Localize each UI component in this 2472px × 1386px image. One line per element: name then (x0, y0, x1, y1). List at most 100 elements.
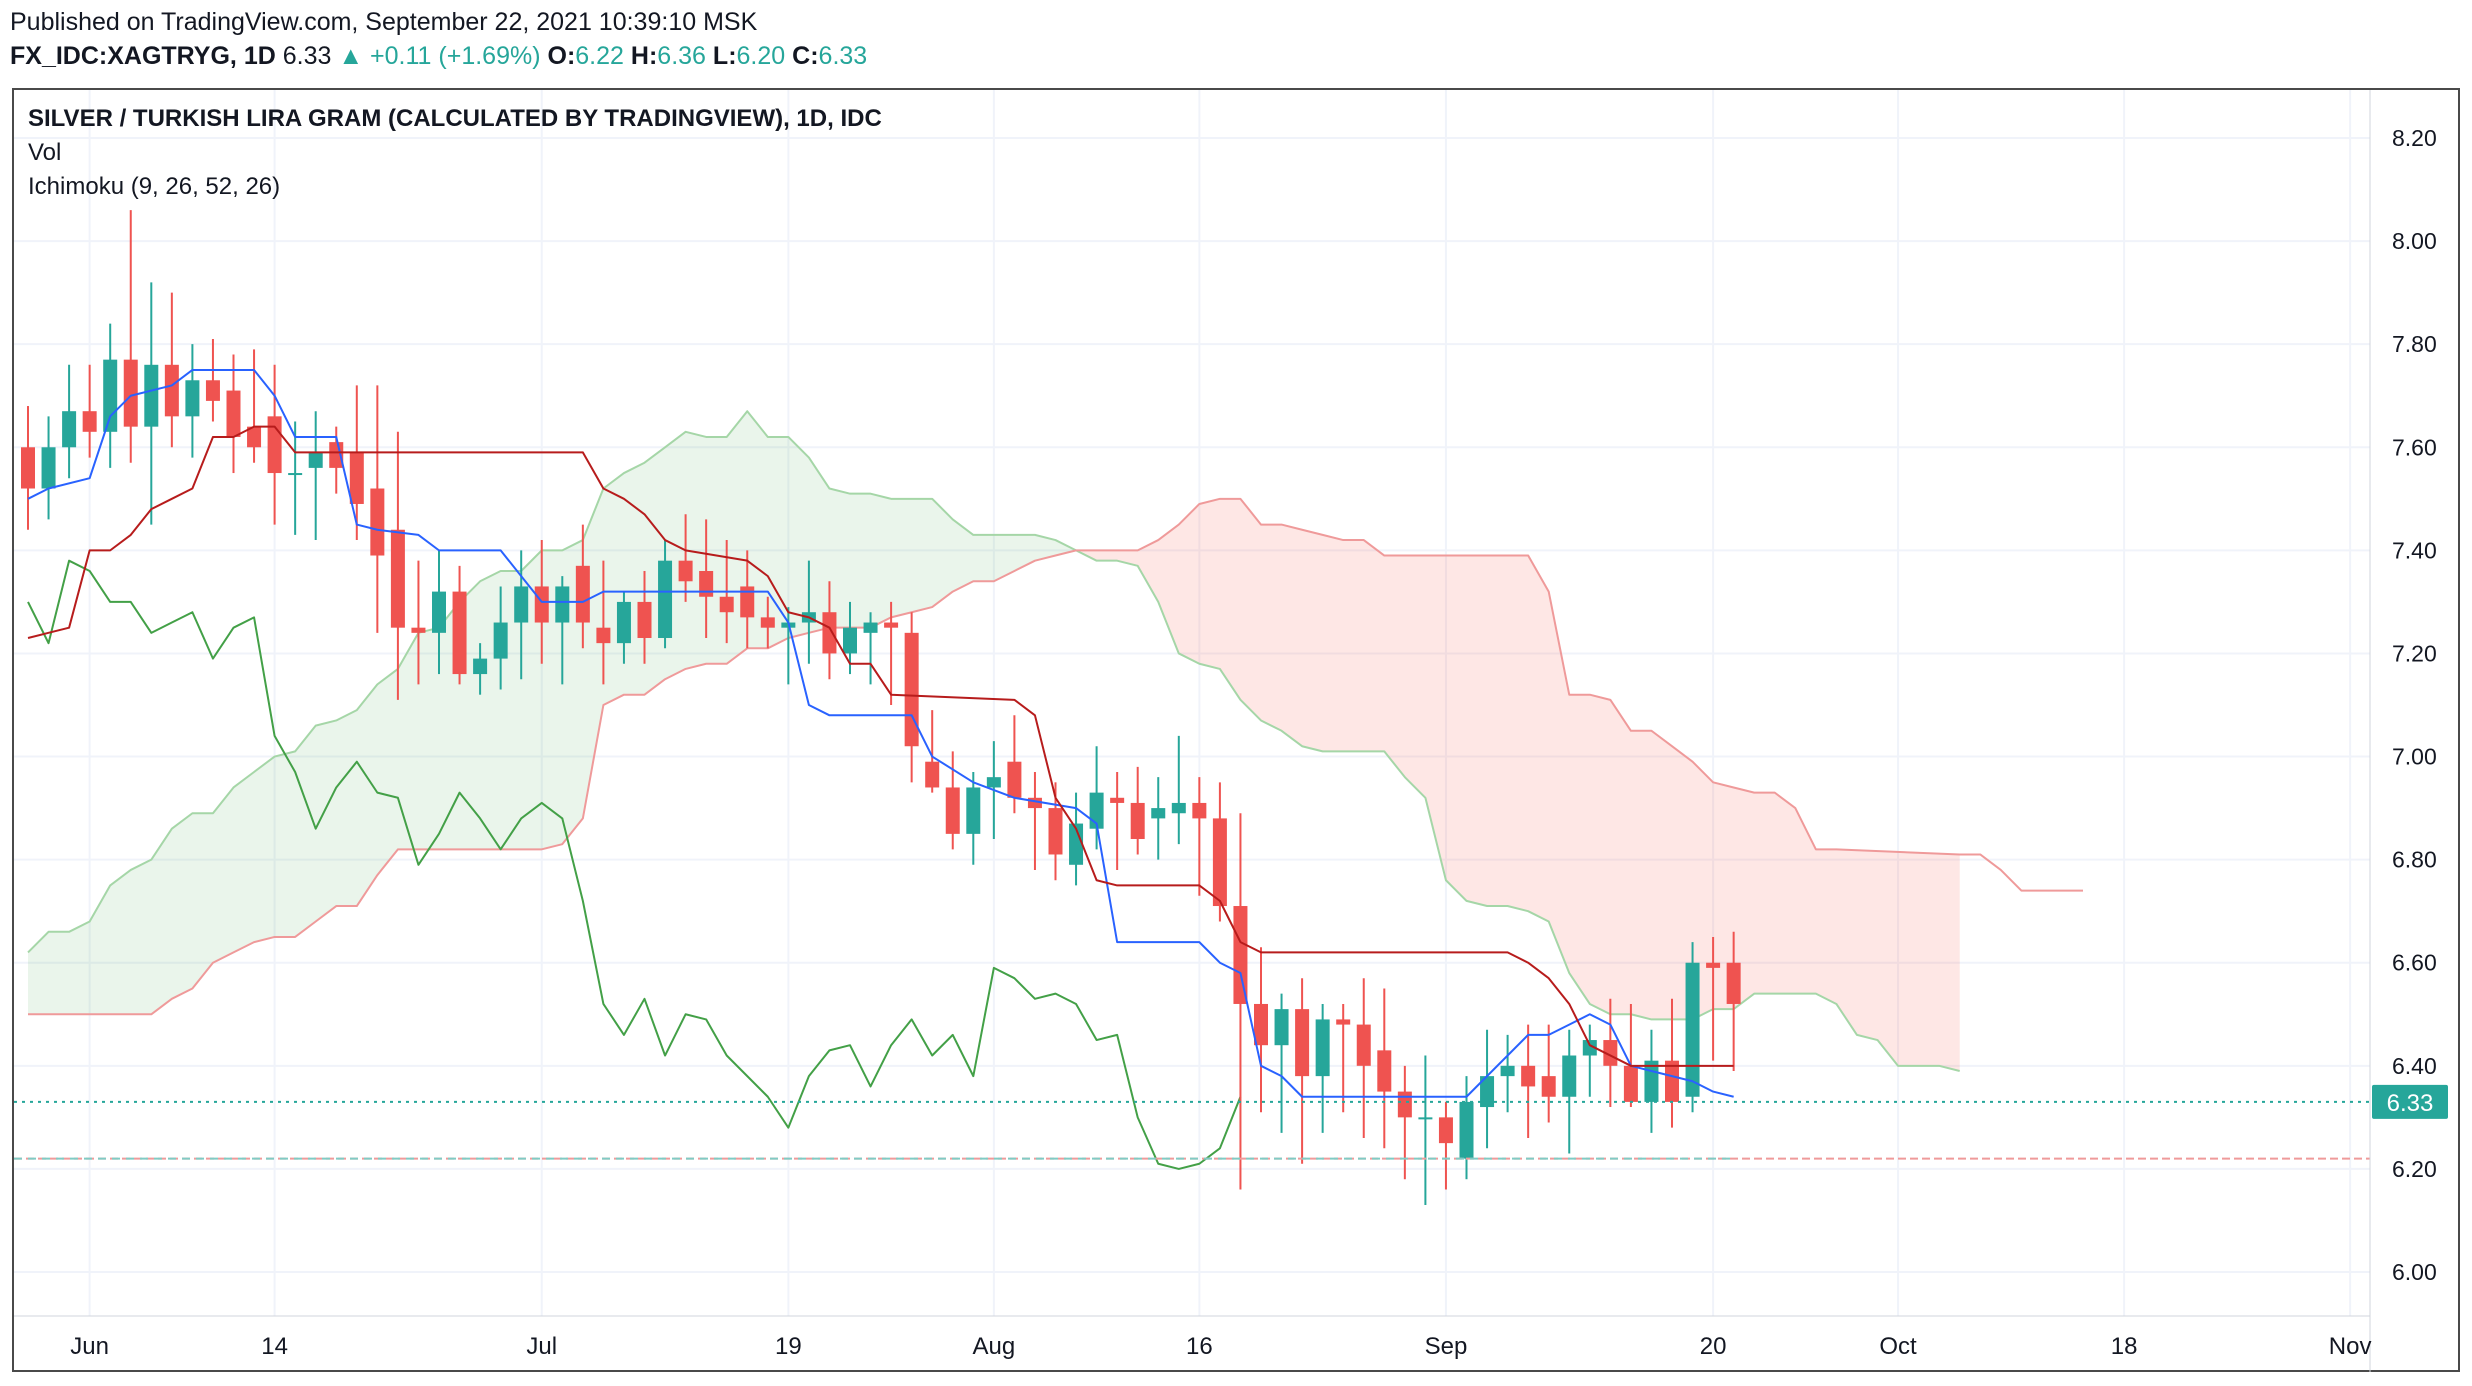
chart-frame[interactable] (12, 88, 2460, 1372)
candle-body (103, 359, 118, 432)
candle-body (945, 787, 960, 834)
candle-body (1397, 1091, 1412, 1118)
last-price-badge (2372, 1084, 2448, 1119)
legend-title: SILVER / TURKISH LIRA GRAM (CALCULATED B… (28, 105, 882, 132)
candle-body (863, 622, 878, 633)
last-price: 6.33 (282, 42, 332, 70)
y-tick-label: 8.20 (2392, 125, 2437, 151)
candle-body (1274, 1009, 1289, 1046)
x-tick-label: Sep (1425, 1333, 1468, 1360)
y-tick-label: 6.60 (2392, 950, 2437, 976)
candle-body (1726, 962, 1741, 1004)
candle-body (247, 426, 262, 448)
y-tick-label: 7.20 (2392, 640, 2437, 666)
candle-body (904, 632, 919, 747)
candle-body (575, 565, 590, 623)
candle-body (1295, 1009, 1310, 1077)
y-tick-label: 7.00 (2392, 744, 2437, 770)
candle-body (534, 586, 549, 623)
candle-body (452, 591, 467, 675)
candle-body (164, 364, 179, 417)
cloud-bearish (1081, 498, 1960, 1071)
y-tick-label: 7.60 (2392, 434, 2437, 460)
candle-body (1480, 1076, 1495, 1108)
candle-body (1212, 818, 1227, 907)
candle-body (1438, 1117, 1453, 1144)
symbol-label: FX_IDC:XAGTRYG, 1D (10, 42, 276, 70)
candle-body (740, 586, 755, 618)
candle-body (514, 586, 529, 623)
candle-body (390, 529, 405, 628)
candle-body (699, 570, 714, 597)
tenkan-sen (27, 368, 1734, 1098)
high-value: 6.36 (657, 42, 706, 70)
candle-body (144, 364, 159, 427)
candle-body (473, 658, 488, 675)
candle-body (1356, 1024, 1371, 1066)
candle-body (1562, 1055, 1577, 1097)
candle-body (1603, 1040, 1618, 1066)
open-label: O: (547, 42, 576, 70)
candle-body (1541, 1076, 1556, 1097)
close-value: 6.33 (818, 42, 868, 70)
y-tick-label: 6.80 (2392, 847, 2437, 873)
candle-body (1192, 802, 1207, 819)
x-tick-label: 14 (261, 1333, 288, 1360)
candle-body (226, 390, 241, 437)
candle-body (432, 591, 446, 633)
candle-body (1644, 1060, 1659, 1102)
x-tick-label: Aug (972, 1333, 1015, 1360)
candle-body (370, 488, 385, 556)
low-value: 6.20 (736, 42, 786, 70)
x-tick-label: 20 (1700, 1333, 1727, 1360)
plot-area (14, 90, 2370, 1316)
candle-body (1582, 1040, 1597, 1056)
candle-body (82, 411, 97, 432)
candle-body (1377, 1050, 1392, 1092)
candle-body (822, 612, 837, 654)
candle-body (349, 452, 364, 504)
candle-body (596, 627, 611, 644)
candle-body (205, 380, 220, 401)
candle-body (123, 359, 138, 427)
candle-body (1048, 808, 1063, 855)
candle-body (719, 596, 734, 613)
candle-body (1069, 823, 1084, 865)
candle-body (267, 416, 282, 474)
legend-ichimoku[interactable]: Ichimoku (9, 26, 52, 26) (28, 173, 281, 200)
x-tick-label: 18 (2111, 1333, 2138, 1360)
candle-body (1007, 761, 1022, 798)
candle-body (925, 761, 940, 788)
candle-body (1027, 797, 1042, 809)
candle-body (1706, 962, 1721, 968)
y-tick-label: 6.00 (2392, 1259, 2437, 1285)
x-tick-label: Nov (2329, 1333, 2372, 1360)
candle-body (1665, 1060, 1679, 1102)
y-tick-label: 7.40 (2392, 537, 2437, 563)
symbol-quote-line: FX_IDC:XAGTRYG, 1D 6.33 ▲ +0.11 (+1.69%)… (10, 42, 867, 71)
cloud-bullish (28, 411, 1077, 1015)
x-tick-label: Jun (70, 1333, 109, 1360)
candle-body (1171, 802, 1186, 814)
y-tick-label: 6.40 (2392, 1053, 2437, 1079)
candle-body (288, 473, 303, 476)
close-label: C: (792, 42, 819, 70)
candle-body (308, 452, 323, 468)
candle-body (1623, 1065, 1638, 1102)
y-tick-label: 8.00 (2392, 228, 2437, 254)
candle-body (843, 627, 857, 654)
candle-body (637, 601, 652, 638)
candle-body (658, 560, 673, 638)
kijun-sen (27, 425, 1734, 1067)
legend-volume[interactable]: Vol (28, 139, 62, 166)
chikou-span (27, 559, 1242, 1170)
y-tick-label: 6.20 (2392, 1156, 2437, 1182)
candle-body (1110, 797, 1125, 803)
candle-body (884, 622, 899, 628)
candle-body (411, 627, 426, 633)
last-price-badge-label: 6.33 (2387, 1090, 2434, 1117)
candle-body (493, 622, 508, 659)
candle-body (185, 380, 200, 417)
x-tick-label: 16 (1186, 1333, 1213, 1360)
